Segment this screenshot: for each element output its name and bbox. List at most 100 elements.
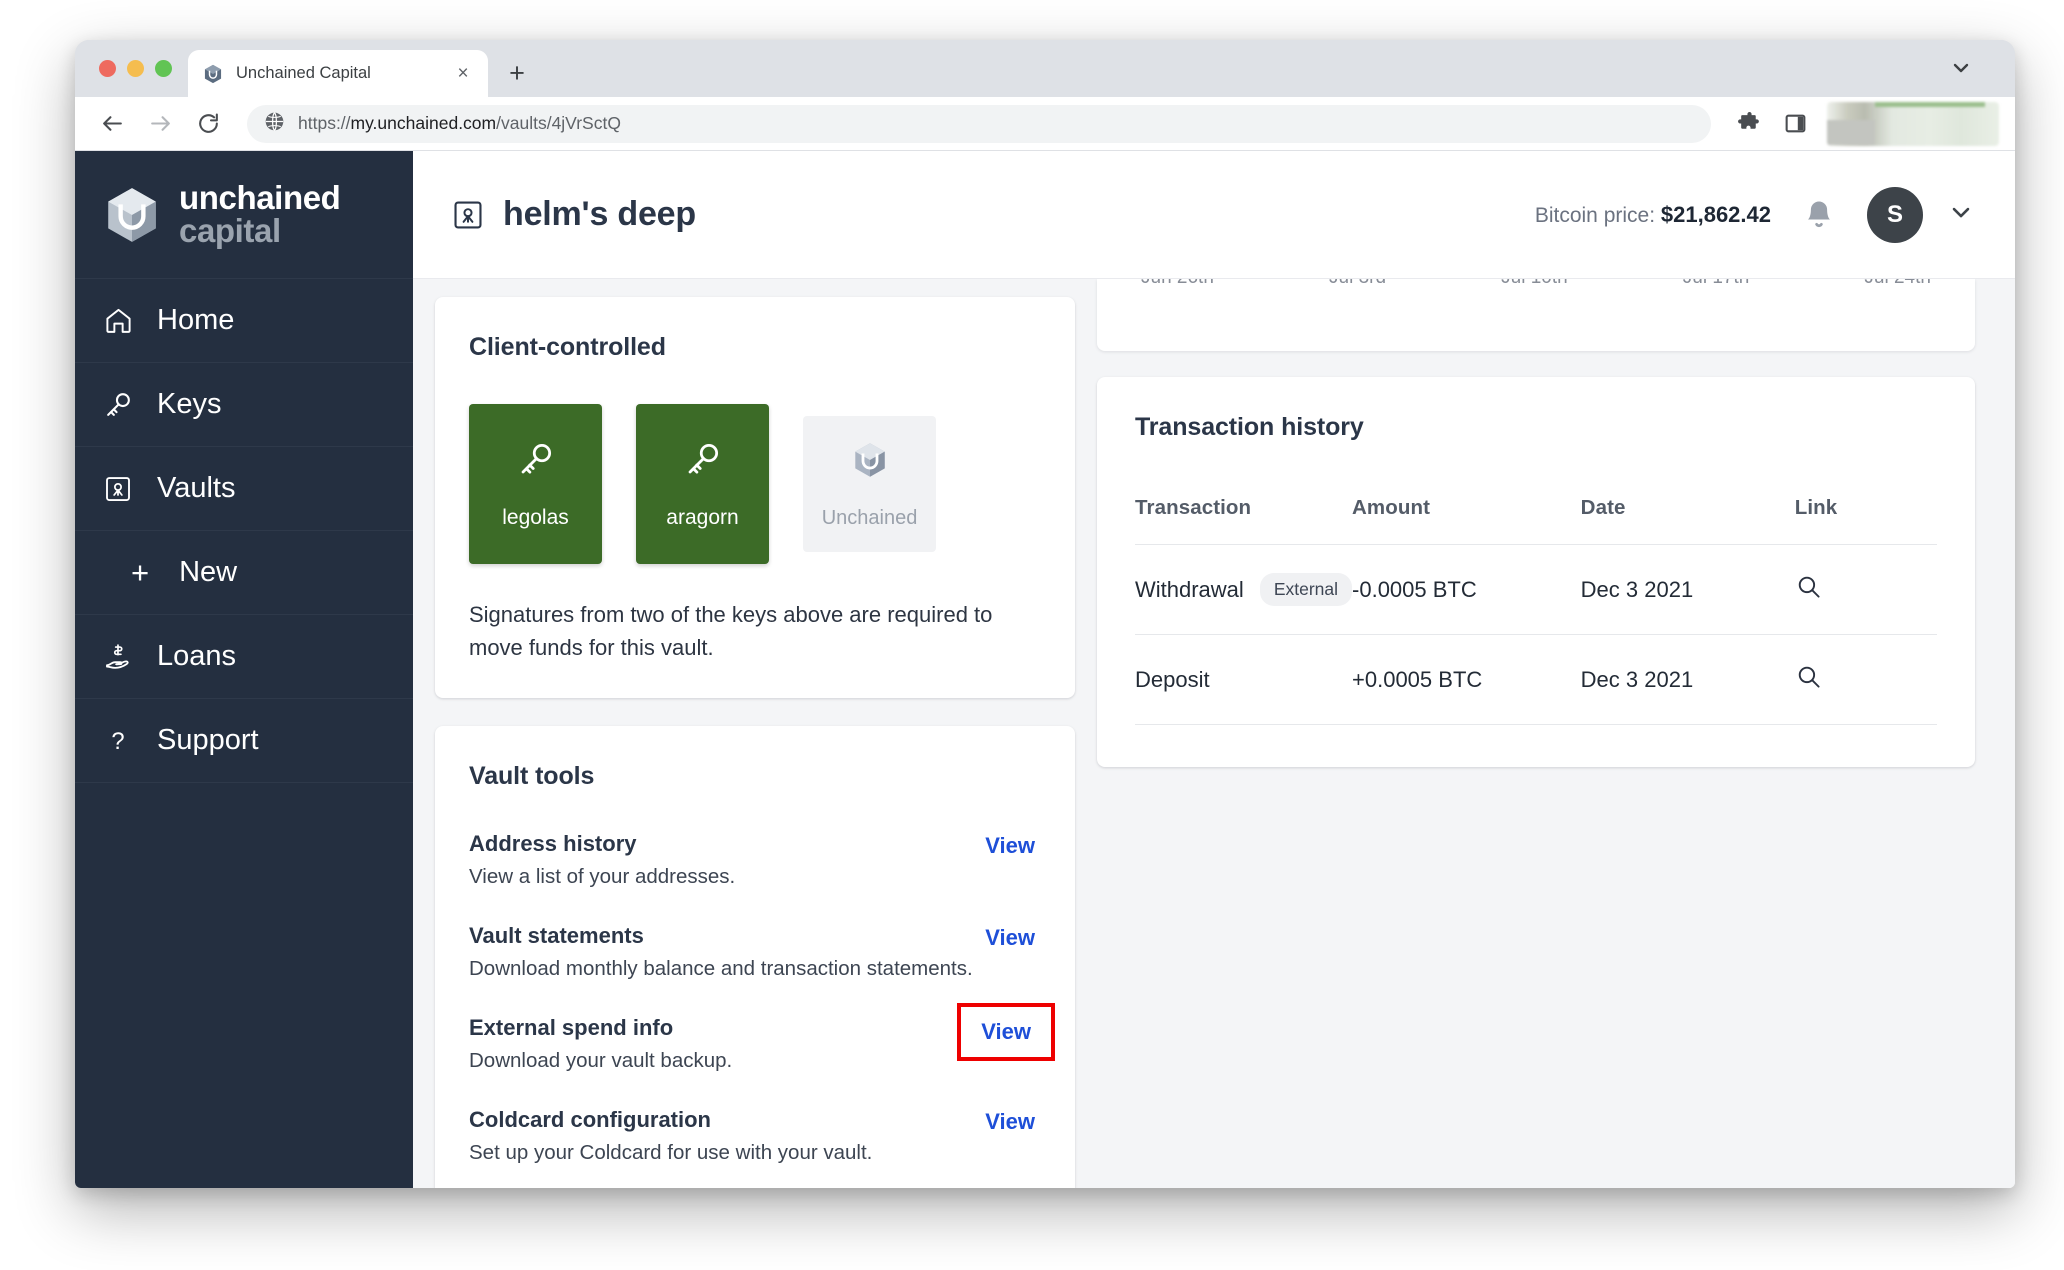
column-header-date: Date <box>1580 496 1795 545</box>
sidebar-item-vaults[interactable]: Vaults <box>75 447 413 531</box>
side-panel-icon[interactable] <box>1775 104 1815 144</box>
bitcoin-price-value: $21,862.42 <box>1660 201 1771 227</box>
browser-window: Unchained Capital × + <box>75 40 2015 1188</box>
sidebar-item-loans[interactable]: Loans <box>75 615 413 699</box>
tool-text: Coldcard configuration Set up your Coldc… <box>469 1107 979 1165</box>
transaction-type: Deposit <box>1135 666 1210 692</box>
key-icon <box>682 438 724 480</box>
client-controlled-title: Client-controlled <box>469 333 666 361</box>
chevron-down-icon[interactable] <box>1949 56 1973 85</box>
table-header-row: Transaction Amount Date Link <box>1135 496 1937 545</box>
sidebar-label-keys: Keys <box>157 388 222 420</box>
tool-name: Vault statements <box>469 923 979 949</box>
key-card-label: aragorn <box>666 506 739 529</box>
tool-description: View a list of your addresses. <box>469 865 736 888</box>
close-window-button[interactable] <box>99 60 116 77</box>
key-card-aragorn[interactable]: aragorn <box>636 404 769 564</box>
view-vault-statements-button[interactable]: View <box>985 925 1035 950</box>
tool-text: Vault statements Download monthly balanc… <box>469 923 979 981</box>
page-viewport: unchained capital Home <box>75 151 2015 1188</box>
browser-profile-avatar[interactable] <box>1827 101 1999 146</box>
sidebar-item-home[interactable]: Home <box>75 279 413 363</box>
bell-icon[interactable] <box>1801 197 1837 233</box>
browser-tab-active[interactable]: Unchained Capital × <box>188 50 488 97</box>
page-title: helm's deep <box>451 195 696 234</box>
maximize-window-button[interactable] <box>155 60 172 77</box>
sidebar-label-loans: Loans <box>157 640 237 672</box>
tool-name: Address history <box>469 831 979 857</box>
cell-date: Dec 3 2021 <box>1580 544 1795 635</box>
minimize-window-button[interactable] <box>127 60 144 77</box>
unchained-logo-icon <box>202 63 224 85</box>
tool-name-text: External spend info <box>469 1015 674 1040</box>
question-icon: ? <box>101 726 135 756</box>
tool-name: Coldcard configuration <box>469 1107 979 1133</box>
table-row: Withdrawal External -0.0005 BTC Dec 3 20… <box>1135 544 1937 635</box>
sidebar-item-support[interactable]: ? Support <box>75 699 413 783</box>
tool-description: Download your vault backup. <box>469 1049 733 1072</box>
key-icon <box>101 389 135 420</box>
right-column: Jun 26th Jul 3rd Jul 10th Jul 17th Jul 2… <box>1097 279 1975 1188</box>
sidebar-item-new-vault[interactable]: + New <box>75 531 413 615</box>
bitcoin-price-label: Bitcoin price: <box>1534 203 1656 227</box>
tool-text: External spend info Download your vault … <box>469 1015 957 1073</box>
chart-x-tick: Jun 26th <box>1141 279 1214 289</box>
cell-amount: +0.0005 BTC <box>1352 634 1581 725</box>
browser-tab-title: Unchained Capital <box>236 64 371 82</box>
sidebar-label-vaults: Vaults <box>157 472 236 504</box>
balance-chart-card: Jun 26th Jul 3rd Jul 10th Jul 17th Jul 2… <box>1097 279 1975 351</box>
chart-x-tick: Jul 17th <box>1683 279 1750 289</box>
view-external-spend-info-button[interactable]: View <box>957 1003 1055 1061</box>
sidebar-label-home: Home <box>157 304 235 336</box>
back-button[interactable] <box>91 103 133 145</box>
cell-transaction: Withdrawal External <box>1135 544 1353 635</box>
transaction-history-card: Transaction history Transaction Amount D… <box>1097 377 1975 767</box>
reload-button[interactable] <box>187 103 229 145</box>
plus-icon: + <box>131 555 150 590</box>
page-body: Client-controlled lego <box>413 279 2015 1188</box>
key-card-unchained: Unchained <box>803 416 936 552</box>
transaction-history-table: Transaction Amount Date Link <box>1135 496 1937 725</box>
tool-row-vault-statements: Vault statements Download monthly balanc… <box>469 923 1041 981</box>
new-tab-button[interactable]: + <box>509 57 525 88</box>
column-header-amount: Amount <box>1352 496 1581 545</box>
vault-title-text: helm's deep <box>503 195 696 233</box>
chart-x-tick: Jul 24th <box>1864 279 1931 289</box>
key-card-row: legolas aragorn <box>469 404 1041 564</box>
browser-toolbar: https://my.unchained.com/vaults/4jVrSctQ <box>75 97 2015 151</box>
magnifier-icon[interactable] <box>1795 666 1822 695</box>
key-card-label: Unchained <box>821 506 918 529</box>
url-prefix: https:// <box>298 113 351 133</box>
tool-name-text: Coldcard configuration <box>469 1107 711 1132</box>
vault-icon <box>451 198 485 232</box>
avatar[interactable]: S <box>1867 186 1923 243</box>
close-icon[interactable]: × <box>457 63 469 84</box>
column-header-link: Link <box>1794 496 1937 545</box>
site-info-globe-icon[interactable] <box>263 110 286 138</box>
extensions-puzzle-icon[interactable] <box>1729 104 1769 144</box>
table-body: Withdrawal External -0.0005 BTC Dec 3 20… <box>1135 544 1937 725</box>
magnifier-icon[interactable] <box>1795 576 1822 605</box>
transaction-history-title: Transaction history <box>1135 413 1364 441</box>
view-coldcard-configuration-button[interactable]: View <box>985 1109 1035 1134</box>
unchained-logo-icon <box>849 439 891 481</box>
view-address-history-button[interactable]: View <box>985 833 1035 858</box>
chart-x-tick: Jul 10th <box>1501 279 1568 289</box>
brand-line-2: capital <box>179 211 281 249</box>
tool-row-external-spend-info: External spend info Download your vault … <box>469 1003 1055 1073</box>
client-controlled-note: Signatures from two of the keys above ar… <box>469 602 993 660</box>
table-head: Transaction Amount Date Link <box>1135 496 1937 545</box>
left-column: Client-controlled lego <box>435 279 1075 1188</box>
key-card-legolas[interactable]: legolas <box>469 404 602 564</box>
transaction-type-group: Withdrawal External <box>1135 573 1353 606</box>
url-path: /vaults/4jVrSctQ <box>496 113 621 133</box>
tool-description: Download monthly balance and transaction… <box>469 957 973 980</box>
forward-button[interactable] <box>139 103 181 145</box>
content-column: helm's deep Bitcoin price: $21,862.42 <box>413 151 2015 1188</box>
brand-logo[interactable]: unchained capital <box>75 151 413 279</box>
cell-link <box>1794 634 1937 725</box>
chevron-down-icon[interactable] <box>1947 198 1975 231</box>
sidebar-item-keys[interactable]: Keys <box>75 363 413 447</box>
address-bar[interactable]: https://my.unchained.com/vaults/4jVrSctQ <box>247 104 1711 143</box>
